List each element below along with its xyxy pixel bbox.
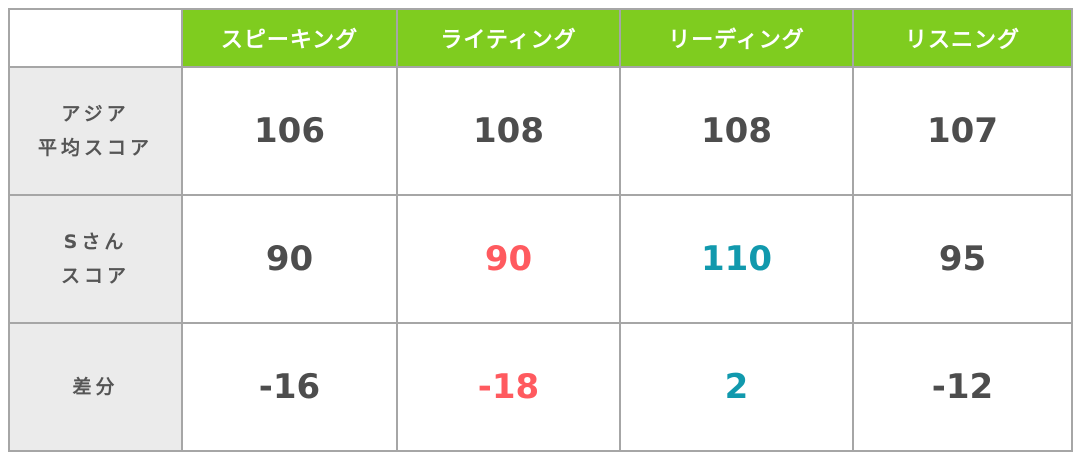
corner-cell: [8, 8, 183, 68]
table-row-difference: 差分 -16 -18 2 -12: [8, 322, 1073, 452]
table-row-s-score: Sさん スコア 90 90 110 95: [8, 194, 1073, 324]
cell-value: 107: [852, 66, 1073, 196]
row-label-line1: 差分: [72, 376, 119, 398]
cell-value: 95: [852, 194, 1073, 324]
column-header-speaking: スピーキング: [181, 8, 398, 68]
row-header-asia-average: アジア 平均スコア: [8, 66, 183, 196]
row-header-difference: 差分: [8, 322, 183, 452]
cell-value: -18: [396, 322, 621, 452]
row-header-s-score: Sさん スコア: [8, 194, 183, 324]
cell-value: 108: [619, 66, 854, 196]
cell-value: -12: [852, 322, 1073, 452]
cell-value: 90: [396, 194, 621, 324]
header-row: スピーキング ライティング リーディング リスニング: [8, 8, 1073, 68]
column-header-reading: リーディング: [619, 8, 854, 68]
cell-value: -16: [181, 322, 398, 452]
row-label-line1: Sさん: [63, 231, 128, 253]
row-label-line2: 平均スコア: [37, 137, 153, 159]
score-comparison-table: スピーキング ライティング リーディング リスニング アジア 平均スコア 106…: [8, 8, 1073, 452]
cell-value: 110: [619, 194, 854, 324]
row-label-line2: スコア: [60, 265, 130, 287]
column-header-writing: ライティング: [396, 8, 621, 68]
cell-value: 90: [181, 194, 398, 324]
column-header-listening: リスニング: [852, 8, 1073, 68]
table-row-asia-average: アジア 平均スコア 106 108 108 107: [8, 66, 1073, 196]
row-label-line1: アジア: [61, 103, 130, 125]
cell-value: 108: [396, 66, 621, 196]
cell-value: 106: [181, 66, 398, 196]
cell-value: 2: [619, 322, 854, 452]
